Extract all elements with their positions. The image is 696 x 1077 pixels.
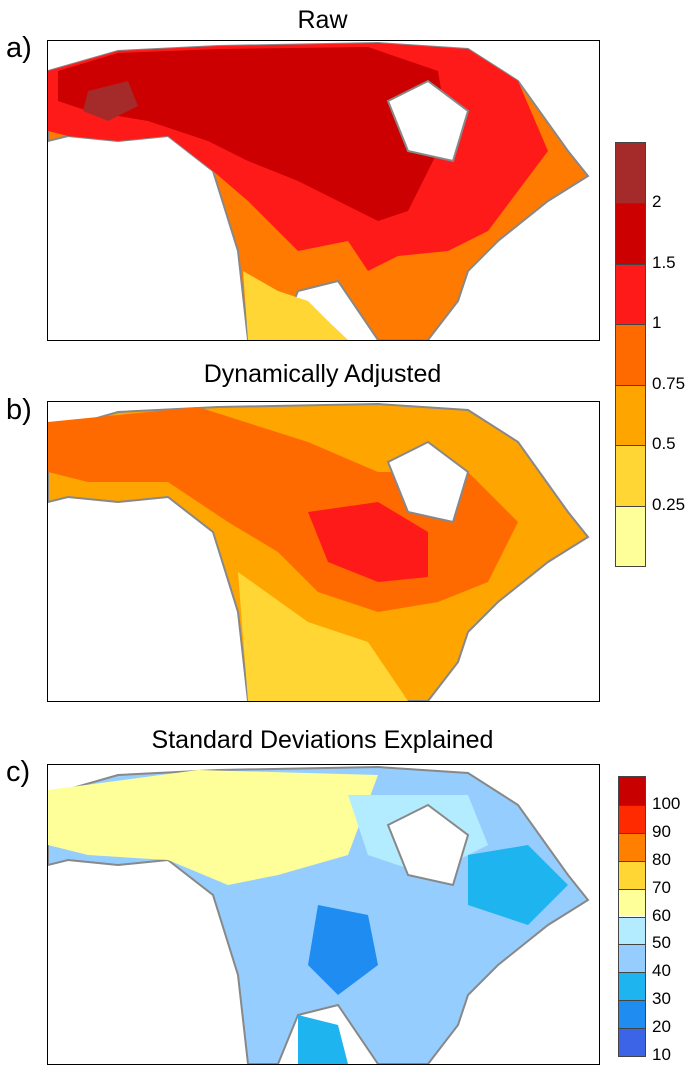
percent-tick-label: 80 xyxy=(652,849,671,869)
zone-yellow xyxy=(238,572,408,701)
percent-swatch xyxy=(619,777,645,805)
map-raw xyxy=(47,40,600,341)
percent-swatch xyxy=(619,832,645,861)
percent-tick-label: 40 xyxy=(652,961,671,981)
map-dynamically-adjusted xyxy=(47,401,600,702)
percent-swatch xyxy=(619,972,645,1001)
percent-swatch xyxy=(619,1000,645,1029)
temperature-tick-label: 1 xyxy=(652,313,662,333)
panel-a-title: Raw xyxy=(297,6,348,34)
panel-c-label: c) xyxy=(6,756,31,788)
percent-tick-label: 50 xyxy=(652,933,671,953)
water-hudson xyxy=(386,79,470,163)
panel-c-title: Standard Deviations Explained xyxy=(151,726,494,754)
zone-blue-1 xyxy=(308,905,378,995)
percent-tick-label: 90 xyxy=(652,821,671,841)
colorbar-temperature xyxy=(615,142,646,567)
zone-blue-2 xyxy=(298,1015,348,1064)
percent-swatch xyxy=(619,944,645,973)
percent-tick-label: 60 xyxy=(652,905,671,925)
percent-swatch xyxy=(619,804,645,833)
percent-swatch xyxy=(619,1028,645,1056)
zone-yellow xyxy=(243,271,348,340)
temperature-tick-label: 0.75 xyxy=(652,373,686,393)
temperature-swatch xyxy=(616,203,645,264)
percent-tick-label: 70 xyxy=(652,877,671,897)
zone-red xyxy=(308,502,428,582)
temperature-swatch xyxy=(616,143,645,204)
temperature-swatch xyxy=(616,324,645,385)
map-standard-deviations xyxy=(47,764,600,1065)
zone-yellow xyxy=(48,770,378,885)
temperature-tick-label: 2 xyxy=(652,192,662,212)
percent-tick-label: 10 xyxy=(652,1045,671,1064)
water-hudson xyxy=(386,440,470,524)
temperature-tick-label: 0.25 xyxy=(652,494,686,514)
percent-tick-label: 20 xyxy=(652,1017,671,1037)
percent-swatch xyxy=(619,888,645,917)
zone-darkred xyxy=(58,47,448,221)
panel-b-title: Dynamically Adjusted xyxy=(203,360,442,388)
temperature-tick-label: 1.5 xyxy=(652,252,676,272)
percent-swatch xyxy=(619,916,645,945)
temperature-swatch xyxy=(616,384,645,446)
zone-cyan xyxy=(468,845,568,925)
panel-b-label: b) xyxy=(6,394,32,426)
temperature-tick-label: 0.5 xyxy=(652,434,676,454)
panel-a-label: a) xyxy=(6,32,32,64)
temperature-swatch xyxy=(616,505,645,566)
temperature-swatch xyxy=(616,263,645,325)
percent-tick-label: 30 xyxy=(652,989,671,1009)
zone-brown xyxy=(83,81,138,121)
percent-tick-label: 100 xyxy=(652,793,681,813)
temperature-swatch xyxy=(616,445,645,506)
water-hudson xyxy=(386,803,470,887)
percent-swatch xyxy=(619,860,645,889)
colorbar-percent xyxy=(618,776,646,1057)
